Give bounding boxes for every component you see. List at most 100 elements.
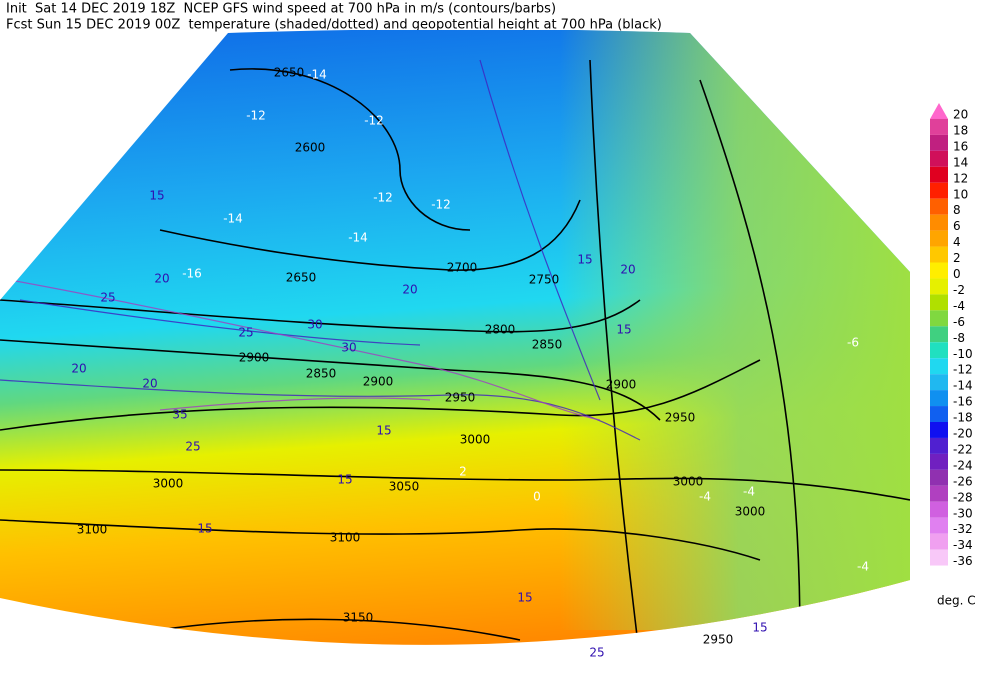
colorbar-swatch xyxy=(930,294,948,311)
colorbar-swatch xyxy=(930,342,948,359)
colorbar-label: -14 xyxy=(953,379,973,393)
header-line: Init Sat 14 DEC 2019 18Z NCEP GFS wind s… xyxy=(6,2,556,17)
colorbar-label: -26 xyxy=(953,474,973,488)
wind-label: 25 xyxy=(238,326,253,340)
wind-label: 30 xyxy=(341,341,356,355)
height-label: 2900 xyxy=(363,375,394,389)
wind-label: 15 xyxy=(752,621,767,635)
colorbar-swatch xyxy=(930,374,948,391)
colorbar-swatch xyxy=(930,517,948,534)
height-label: 3000 xyxy=(735,505,766,519)
height-label: 2600 xyxy=(295,141,326,155)
height-label: 2950 xyxy=(703,633,734,647)
temp-label: -12 xyxy=(364,114,384,128)
colorbar-swatch xyxy=(930,501,948,518)
temp-label: -14 xyxy=(348,231,368,245)
colorbar-label: -32 xyxy=(953,522,973,536)
temp-label: -14 xyxy=(307,68,327,82)
colorbar-unit: deg. C xyxy=(937,594,976,608)
height-label: 3000 xyxy=(673,475,704,489)
height-label: 3000 xyxy=(460,433,491,447)
height-label: 2850 xyxy=(306,367,337,381)
colorbar-swatch xyxy=(930,134,948,151)
colorbar-swatch xyxy=(930,437,948,454)
wind-label: 20 xyxy=(402,283,417,297)
height-label: 2750 xyxy=(529,273,560,287)
height-label: 2800 xyxy=(485,323,516,337)
temp-label: -6 xyxy=(847,336,859,350)
colorbar-swatch xyxy=(930,214,948,231)
colorbar-label: 18 xyxy=(953,123,968,137)
colorbar-swatch xyxy=(930,549,948,566)
wind-label: 25 xyxy=(589,646,604,660)
colorbar-swatch xyxy=(930,182,948,199)
colorbar-label: 8 xyxy=(953,203,961,217)
height-label: 3000 xyxy=(153,477,184,491)
wind-label: 20 xyxy=(71,362,86,376)
colorbar-label: -34 xyxy=(953,538,973,552)
colorbar-swatch xyxy=(930,326,948,343)
height-label: 2700 xyxy=(447,261,478,275)
temp-label: -12 xyxy=(431,198,451,212)
temp-label: -4 xyxy=(857,560,869,574)
colorbar-label: -18 xyxy=(953,411,973,425)
wind-label: 20 xyxy=(142,377,157,391)
colorbar-label: -12 xyxy=(953,363,973,377)
colorbar-label: -20 xyxy=(953,427,973,441)
height-label: 2950 xyxy=(445,391,476,405)
colorbar-swatch xyxy=(930,453,948,470)
colorbar-swatch xyxy=(930,150,948,167)
temp-label: -16 xyxy=(182,267,202,281)
colorbar-swatch xyxy=(930,422,948,438)
colorbar-swatch xyxy=(930,278,948,295)
temp-label: -14 xyxy=(223,212,243,226)
wind-label: 15 xyxy=(616,323,631,337)
colorbar-label: -28 xyxy=(953,490,973,504)
colorbar-label: -6 xyxy=(953,315,965,329)
colorbar-swatch xyxy=(930,469,948,486)
colorbar-label: 6 xyxy=(953,219,961,233)
map-area xyxy=(0,30,910,645)
colorbar-label: -36 xyxy=(953,554,973,568)
temp-label: -4 xyxy=(743,485,755,499)
height-label: 3050 xyxy=(389,480,420,494)
wind-label: 15 xyxy=(337,473,352,487)
height-label: 2950 xyxy=(665,411,696,425)
height-label: 3100 xyxy=(77,523,108,537)
height-label: 2900 xyxy=(606,378,637,392)
colorbar-label: 0 xyxy=(953,267,961,281)
wind-label: 15 xyxy=(577,253,592,267)
colorbar-swatch xyxy=(930,246,948,263)
colorbar-swatch xyxy=(930,230,948,247)
colorbar-swatch xyxy=(930,533,948,550)
colorbar-swatch xyxy=(930,310,948,327)
colorbar-swatch xyxy=(930,198,948,215)
wind-label: 15 xyxy=(517,591,532,605)
colorbar-label: 16 xyxy=(953,139,968,153)
height-label: 2650 xyxy=(286,271,317,285)
height-label: 2850 xyxy=(532,338,563,352)
colorbar-label: -10 xyxy=(953,347,973,361)
wind-label: 15 xyxy=(197,522,212,536)
colorbar-label: 10 xyxy=(953,187,968,201)
wind-label: 15 xyxy=(376,424,391,438)
wind-label: 20 xyxy=(620,263,635,277)
temp-label: -12 xyxy=(246,109,266,123)
wind-label: 20 xyxy=(154,272,169,286)
colorbar-swatch xyxy=(930,390,948,407)
colorbar-label: -24 xyxy=(953,458,973,472)
colorbar-label: -16 xyxy=(953,395,973,409)
wind-label: 35 xyxy=(172,408,187,422)
temp-label: 2 xyxy=(459,465,467,479)
colorbar-label: 2 xyxy=(953,251,961,265)
colorbar-label: -4 xyxy=(953,299,965,313)
wind-label: 30 xyxy=(307,318,322,332)
colorbar-swatch xyxy=(930,166,948,183)
temp-label: -12 xyxy=(373,191,393,205)
wind-label: 15 xyxy=(149,189,164,203)
colorbar-swatch xyxy=(930,118,948,135)
colorbar: 20181614121086420-2-4-6-8-10-12-14-16-18… xyxy=(930,103,973,568)
colorbar-label: -22 xyxy=(953,442,973,456)
height-label: 2900 xyxy=(239,351,270,365)
